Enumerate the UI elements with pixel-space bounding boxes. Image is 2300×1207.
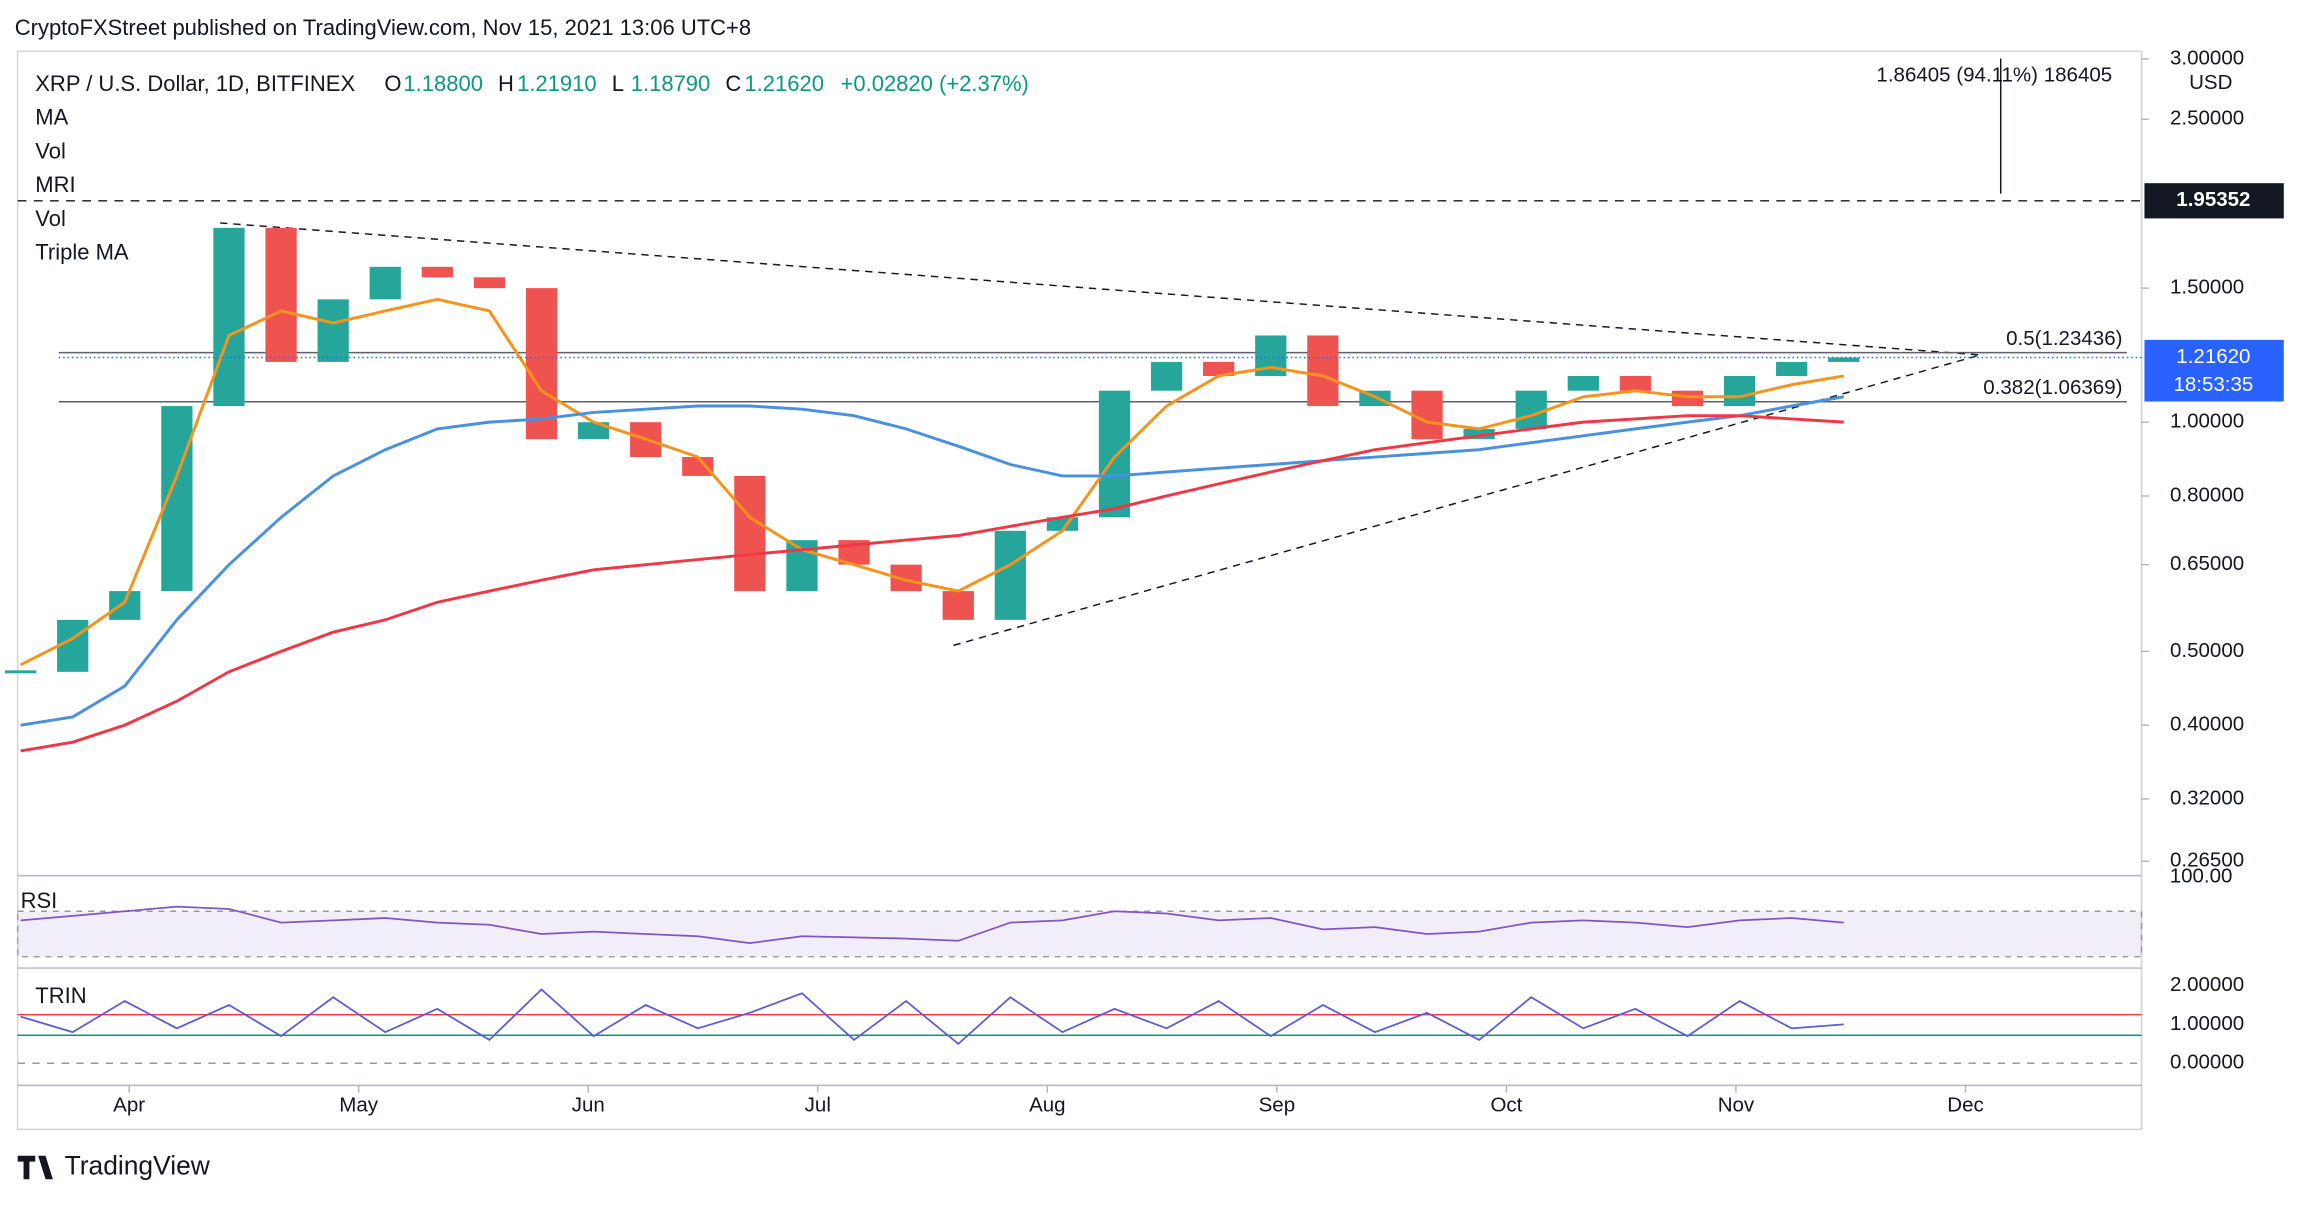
- candle: [1463, 428, 1495, 440]
- trendline: [220, 222, 1981, 356]
- rsi-label: RSI: [21, 888, 58, 913]
- ohlc-value: 1.18800: [403, 71, 483, 96]
- countdown: 18:53:35: [2173, 373, 2253, 396]
- moving-average: [20, 395, 1845, 727]
- y-tick-label: 3.00000: [2170, 46, 2244, 69]
- y-tick-label: 1.00000: [2170, 1012, 2244, 1035]
- y-tick-label: 0.32000: [2170, 786, 2244, 809]
- y-tick-label: 0.26500: [2170, 849, 2244, 872]
- indicator-label: MRI: [35, 172, 75, 197]
- ohlc-value: 1.21620: [744, 71, 824, 96]
- candle: [1828, 357, 1860, 362]
- ohlc-key: H: [498, 71, 514, 96]
- candle: [421, 266, 453, 278]
- candle: [577, 422, 610, 440]
- candle: [265, 227, 297, 362]
- change: +0.02820 (+2.37%): [841, 71, 1029, 96]
- x-tick-label: Dec: [1947, 1093, 1983, 1116]
- price-tag: [2144, 183, 2284, 219]
- y-tick-label: 1.00000: [2170, 410, 2244, 433]
- y-tick-label: 0.80000: [2170, 483, 2244, 506]
- candle: [57, 619, 89, 672]
- x-tick-label: Oct: [1490, 1093, 1522, 1116]
- indicator-label: Vol: [35, 138, 66, 163]
- measure-label: 1.86405 (94.11%) 186405: [1876, 64, 2112, 87]
- candle: [1203, 361, 1235, 376]
- indicator-label: MA: [35, 105, 68, 130]
- x-tick-label: Jun: [572, 1093, 605, 1116]
- x-tick-label: May: [339, 1093, 378, 1116]
- fib-label: 0.382(1.06369): [1983, 376, 2122, 399]
- ohlc-key: C: [725, 71, 741, 96]
- indicator-label: Triple MA: [35, 240, 129, 265]
- candle: [942, 591, 974, 620]
- candle: [213, 227, 245, 407]
- moving-average: [19, 297, 1845, 667]
- candle: [1307, 335, 1339, 407]
- moving-average: [20, 414, 1844, 753]
- symbol: XRP / U.S. Dollar, 1D, BITFINEX: [35, 71, 355, 96]
- footer-brand: TradingView: [65, 1151, 211, 1181]
- y-tick-label: 0.40000: [2170, 713, 2244, 736]
- candle: [4, 670, 37, 674]
- trin-line: [20, 988, 1844, 1046]
- ohlc-value: 1.21910: [517, 71, 597, 96]
- fib-label: 0.5(1.23436): [2006, 327, 2122, 350]
- candle: [682, 457, 714, 476]
- legend: XRP / U.S. Dollar, 1D, BITFINEX +0.02820…: [35, 71, 1029, 96]
- y-tick-label: 2.50000: [2170, 107, 2244, 130]
- y-tick-label: 2.00000: [2170, 973, 2244, 996]
- candle: [1723, 375, 1756, 407]
- candle: [734, 475, 766, 592]
- logo: [17, 1155, 53, 1180]
- currency: USD: [2189, 71, 2232, 94]
- candle: [525, 288, 558, 440]
- ohlc-key: L: [612, 71, 624, 96]
- y-tick-label: 0.00000: [2170, 1051, 2244, 1074]
- y-tick-label: 0.65000: [2170, 552, 2244, 575]
- price-tag: [2144, 339, 2284, 402]
- candle: [369, 266, 401, 300]
- x-tick-label: Apr: [113, 1093, 145, 1116]
- rsi-line: [20, 905, 1844, 945]
- candle: [317, 299, 349, 362]
- candle: [1411, 390, 1443, 440]
- candle: [1515, 390, 1547, 429]
- candle: [473, 277, 506, 289]
- candle: [994, 530, 1026, 620]
- y-tick-label: 0.50000: [2170, 639, 2244, 662]
- publisher: CryptoFXStreet published on TradingView.…: [15, 15, 751, 40]
- ohlc-value: 1.18790: [631, 71, 711, 96]
- x-tick-label: Jul: [805, 1093, 831, 1116]
- candle: [1098, 390, 1131, 518]
- ohlc-key: O: [384, 71, 401, 96]
- footer: TradingView: [17, 1151, 211, 1181]
- candle: [1567, 375, 1599, 391]
- x-tick-label: Aug: [1029, 1093, 1066, 1116]
- x-tick-label: Nov: [1718, 1093, 1755, 1116]
- indicator-label: Vol: [35, 206, 66, 231]
- y-tick-label: 100.00: [2170, 865, 2233, 888]
- x-tick-label: Sep: [1259, 1093, 1296, 1116]
- trin-label: TRIN: [35, 983, 86, 1008]
- candle: [1776, 361, 1808, 376]
- candle: [1619, 375, 1652, 391]
- y-tick-label: 1.50000: [2170, 276, 2244, 299]
- candle: [1150, 361, 1183, 391]
- price-tag-label: 1.21620: [2176, 345, 2250, 368]
- candle: [1671, 390, 1704, 407]
- price-tag-label: 1.95352: [2176, 188, 2250, 211]
- candle: [109, 591, 141, 620]
